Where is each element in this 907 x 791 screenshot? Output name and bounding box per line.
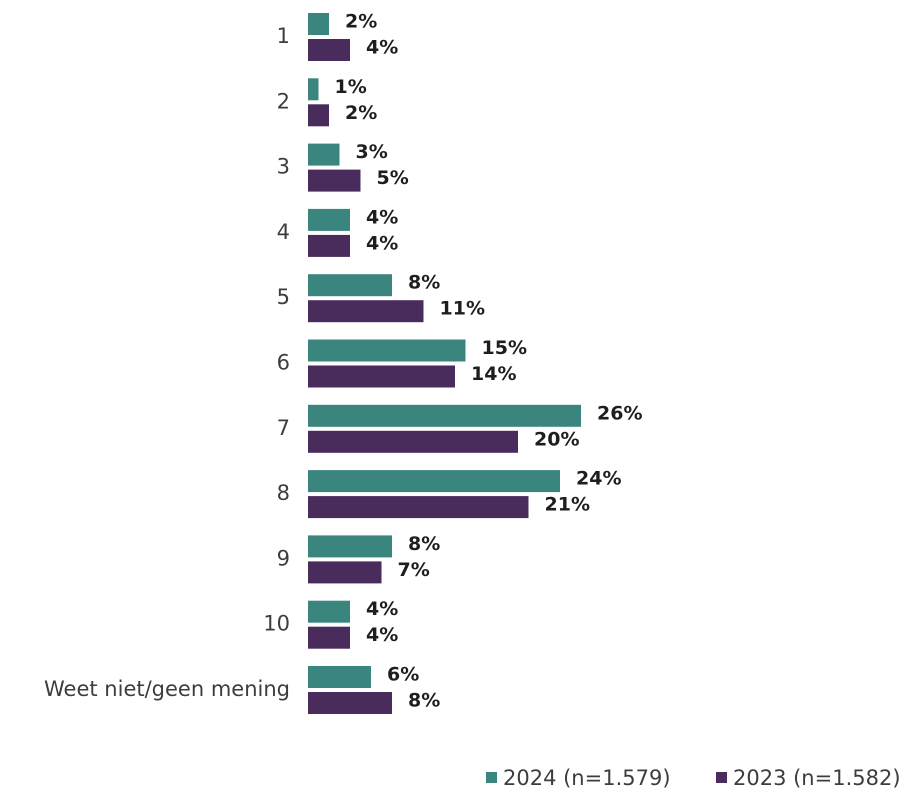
- bar: [308, 208, 350, 231]
- bar: [308, 430, 518, 453]
- value-label: 3%: [356, 141, 388, 163]
- value-label: 24%: [576, 468, 621, 490]
- category-label: 6: [277, 351, 290, 375]
- bar: [308, 496, 529, 519]
- value-label: 5%: [377, 167, 409, 189]
- bar: [308, 78, 319, 101]
- category-label: Weet niet/geen mening: [44, 677, 290, 701]
- bar: [308, 339, 466, 362]
- bar: [308, 39, 350, 61]
- value-label: 4%: [366, 598, 398, 620]
- value-label: 21%: [545, 494, 590, 516]
- value-label: 8%: [408, 690, 440, 712]
- value-label: 4%: [366, 37, 398, 59]
- bar: [308, 300, 424, 323]
- bar: [308, 600, 350, 623]
- legend-swatch: [486, 772, 497, 783]
- value-label: 8%: [408, 533, 440, 555]
- value-label: 11%: [440, 298, 485, 320]
- value-label: 2%: [345, 11, 377, 33]
- value-label: 15%: [482, 337, 527, 359]
- category-label: 1: [277, 24, 290, 48]
- bar: [308, 104, 329, 127]
- value-label: 6%: [387, 664, 419, 686]
- bar: [308, 535, 392, 558]
- value-label: 20%: [534, 428, 579, 450]
- bar: [308, 561, 382, 584]
- legend-label: 2023 (n=1.582): [733, 766, 901, 790]
- value-label: 4%: [366, 624, 398, 646]
- bar: [308, 13, 329, 35]
- legend-label: 2024 (n=1.579): [503, 766, 671, 790]
- value-label: 7%: [398, 559, 430, 581]
- category-label: 9: [277, 546, 290, 570]
- value-label: 14%: [471, 363, 516, 385]
- legend-swatch: [716, 772, 727, 783]
- bar: [308, 365, 455, 388]
- bar: [308, 626, 350, 649]
- bar: [308, 274, 392, 297]
- value-label: 8%: [408, 272, 440, 294]
- bar: [308, 404, 581, 427]
- category-label: 4: [277, 220, 290, 244]
- bar: [308, 143, 340, 166]
- value-label: 2%: [345, 102, 377, 124]
- value-label: 4%: [366, 206, 398, 228]
- bar: [308, 470, 560, 493]
- category-label: 5: [277, 285, 290, 309]
- bar: [308, 234, 350, 257]
- value-label: 4%: [366, 232, 398, 254]
- value-label: 1%: [335, 76, 367, 98]
- category-label: 2: [277, 89, 290, 113]
- category-label: 10: [263, 612, 290, 636]
- category-label: 8: [277, 481, 290, 505]
- category-label: 3: [277, 155, 290, 179]
- bar: [308, 169, 361, 192]
- bar: [308, 692, 392, 714]
- category-label: 7: [277, 416, 290, 440]
- value-label: 26%: [597, 402, 642, 424]
- bar: [308, 666, 371, 688]
